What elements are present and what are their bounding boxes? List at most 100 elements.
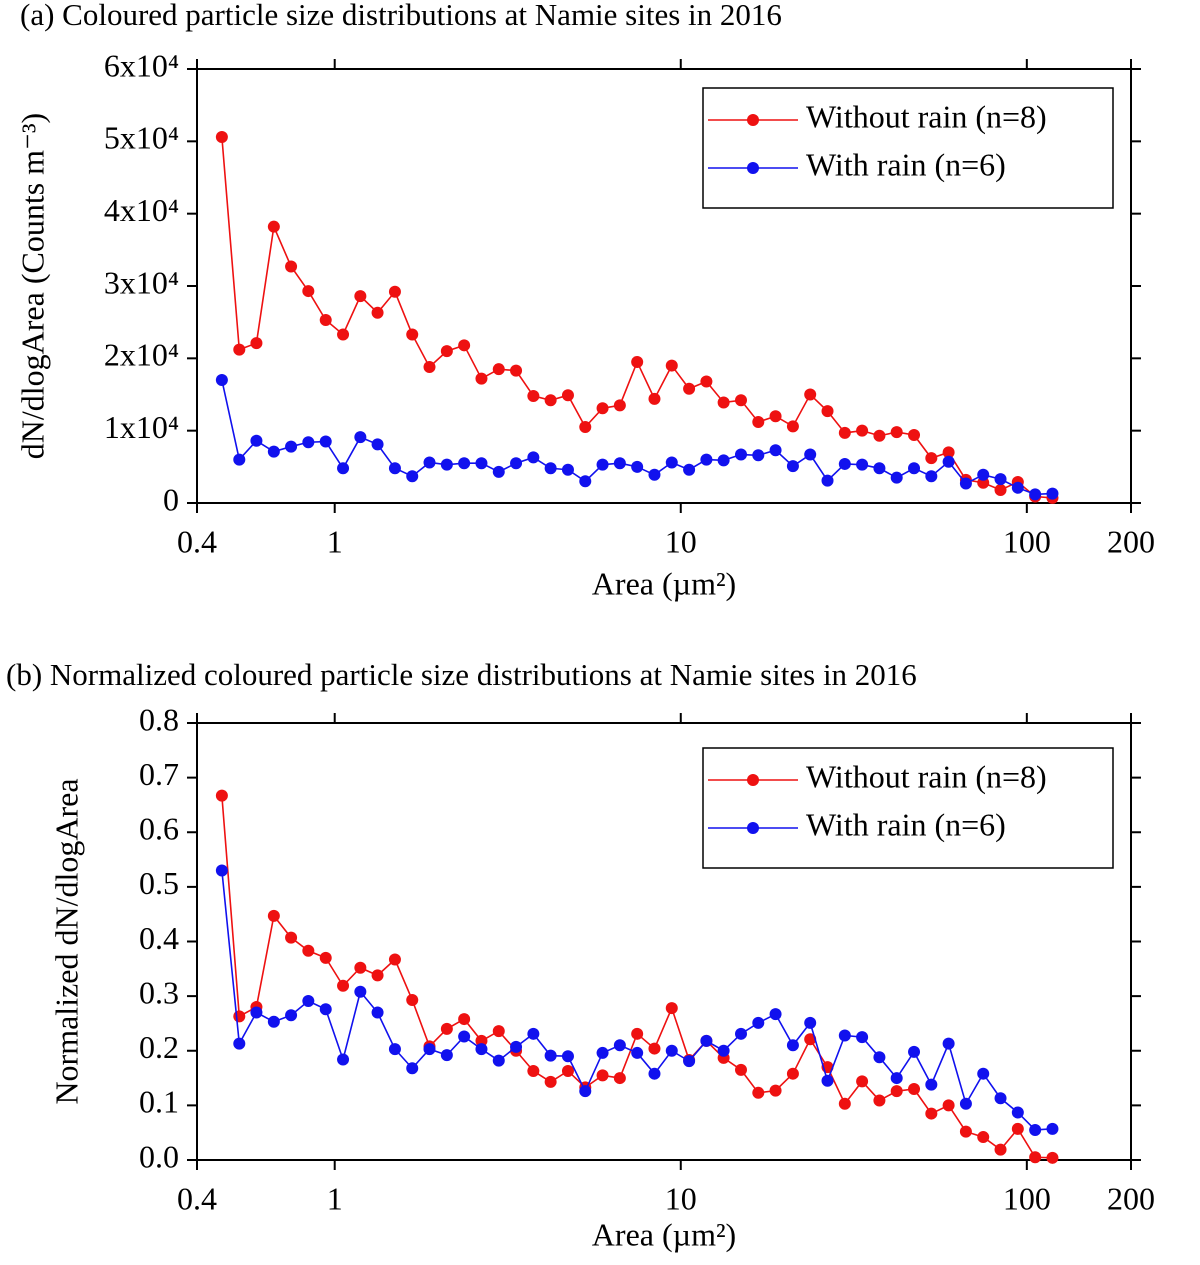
data-point <box>925 1107 938 1120</box>
data-point <box>665 1044 678 1057</box>
data-point <box>475 372 488 385</box>
data-point <box>838 1029 851 1042</box>
data-point <box>423 1043 436 1056</box>
data-point <box>440 458 453 471</box>
data-point <box>1011 481 1024 494</box>
data-point <box>735 1063 748 1076</box>
data-point <box>977 1067 990 1080</box>
data-point <box>458 1030 471 1043</box>
data-point <box>510 1040 523 1053</box>
legend-marker <box>747 774 759 786</box>
legend-label: With rain (n=6) <box>806 806 1006 842</box>
legend-marker <box>747 114 759 126</box>
data-point <box>458 1013 471 1026</box>
data-point <box>579 421 592 434</box>
data-point <box>717 454 730 467</box>
data-point <box>596 402 609 415</box>
data-point <box>544 394 557 407</box>
data-point <box>233 453 246 466</box>
data-point <box>613 457 626 470</box>
y-tick-label: 0.3 <box>139 974 179 1010</box>
data-point <box>856 458 869 471</box>
chart-title: (b) Normalized coloured particle size di… <box>6 657 917 692</box>
data-point <box>492 363 505 376</box>
data-point <box>475 1043 488 1056</box>
data-point <box>908 429 921 442</box>
data-point <box>648 1042 661 1055</box>
x-tick-label: 200 <box>1107 1180 1155 1216</box>
data-point <box>631 355 644 368</box>
data-point <box>873 1094 886 1107</box>
data-point <box>596 458 609 471</box>
data-point <box>613 1039 626 1052</box>
data-point <box>700 375 713 388</box>
data-point <box>613 399 626 412</box>
y-tick-label: 3x10⁴ <box>104 264 179 300</box>
data-point <box>752 1086 765 1099</box>
legend-box <box>702 87 1114 209</box>
data-point <box>267 1015 280 1028</box>
data-point <box>735 1027 748 1040</box>
data-point <box>510 364 523 377</box>
data-point <box>527 1027 540 1040</box>
data-point <box>215 864 228 877</box>
data-point <box>717 1044 730 1057</box>
data-point <box>458 457 471 470</box>
data-point <box>735 394 748 407</box>
y-tick-label: 0 <box>163 481 179 517</box>
x-tick-label: 200 <box>1107 523 1155 559</box>
data-point <box>717 396 730 409</box>
data-point <box>804 388 817 401</box>
data-point <box>250 434 263 447</box>
data-point <box>856 1075 869 1088</box>
data-point <box>942 446 955 459</box>
x-tick-label: 1 <box>327 1180 343 1216</box>
data-point <box>804 448 817 461</box>
data-point <box>492 465 505 478</box>
data-point <box>769 444 782 457</box>
data-point <box>215 130 228 143</box>
data-point <box>1011 1122 1024 1135</box>
data-point <box>942 1037 955 1050</box>
data-point <box>908 1045 921 1058</box>
data-point <box>683 463 696 476</box>
data-point <box>285 1009 298 1022</box>
data-point <box>959 1097 972 1110</box>
data-point <box>648 392 661 405</box>
data-point <box>544 1075 557 1088</box>
data-point <box>319 951 332 964</box>
data-point <box>544 1049 557 1062</box>
data-point <box>769 1084 782 1097</box>
data-point <box>423 456 436 469</box>
data-point <box>579 475 592 488</box>
data-point <box>908 462 921 475</box>
data-point <box>406 1062 419 1075</box>
data-point <box>908 1082 921 1095</box>
x-tick-label: 10 <box>665 523 697 559</box>
data-point <box>440 345 453 358</box>
data-point <box>959 1125 972 1138</box>
data-point <box>838 457 851 470</box>
x-tick-label: 100 <box>1003 523 1051 559</box>
data-point <box>544 462 557 475</box>
data-point <box>838 426 851 439</box>
data-point <box>977 1131 990 1144</box>
y-tick-label: 1x10⁴ <box>104 409 179 445</box>
data-point <box>994 1092 1007 1105</box>
x-tick-label: 0.4 <box>177 523 217 559</box>
data-point <box>423 361 436 374</box>
data-point <box>337 1053 350 1066</box>
y-tick-label: 4x10⁴ <box>104 192 179 228</box>
series-line <box>221 870 1053 1131</box>
data-point <box>285 931 298 944</box>
data-point <box>1029 1123 1042 1136</box>
legend-label: With rain (n=6) <box>806 146 1006 182</box>
data-point <box>527 451 540 464</box>
data-point <box>371 969 384 982</box>
data-point <box>354 431 367 444</box>
y-tick-label: 0.0 <box>139 1138 179 1174</box>
data-point <box>319 1003 332 1016</box>
data-point <box>631 1027 644 1040</box>
data-point <box>388 462 401 475</box>
